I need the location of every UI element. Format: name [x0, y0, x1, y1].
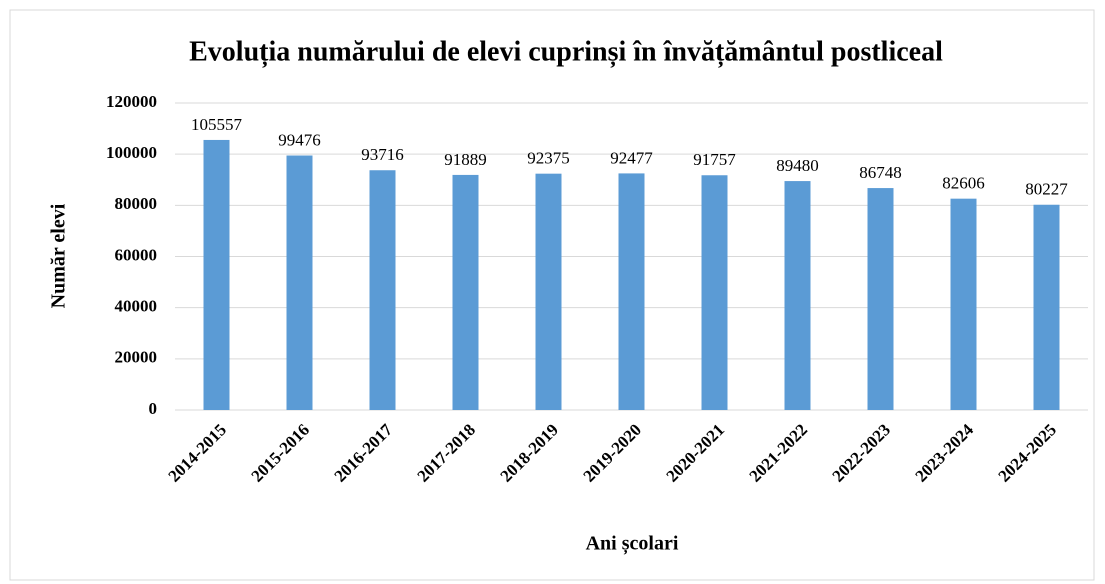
y-tick-label: 120000	[106, 92, 157, 111]
chart-title: Evoluția numărului de elevi cuprinși în …	[189, 36, 943, 67]
y-tick-label: 40000	[115, 297, 158, 316]
y-tick-label: 80000	[115, 194, 158, 213]
bar	[784, 181, 811, 410]
value-label: 99476	[278, 130, 321, 149]
value-label: 80227	[1025, 180, 1068, 199]
bar	[867, 188, 894, 410]
value-label: 92375	[527, 149, 570, 168]
bar	[369, 170, 396, 410]
bar	[950, 198, 977, 410]
y-tick-label: 0	[149, 399, 158, 418]
value-label: 89480	[776, 156, 819, 175]
value-label: 92477	[610, 148, 653, 167]
bar	[286, 155, 313, 410]
y-tick-label: 60000	[115, 245, 158, 264]
value-label: 91889	[444, 150, 487, 169]
bar	[452, 174, 479, 410]
value-label: 86748	[859, 163, 902, 182]
value-label: 91757	[693, 150, 736, 169]
value-label: 82606	[942, 174, 985, 193]
value-label: 93716	[361, 145, 404, 164]
y-axis-title: Număr elevi	[48, 203, 70, 308]
bar	[701, 175, 728, 410]
x-axis-title: Ani școlari	[586, 533, 679, 556]
bar	[535, 173, 562, 410]
bar	[618, 173, 645, 410]
bar	[1033, 204, 1060, 410]
y-tick-label: 100000	[106, 143, 157, 162]
bar	[203, 139, 230, 410]
value-label: 105557	[191, 115, 243, 134]
y-tick-label: 20000	[115, 348, 158, 367]
